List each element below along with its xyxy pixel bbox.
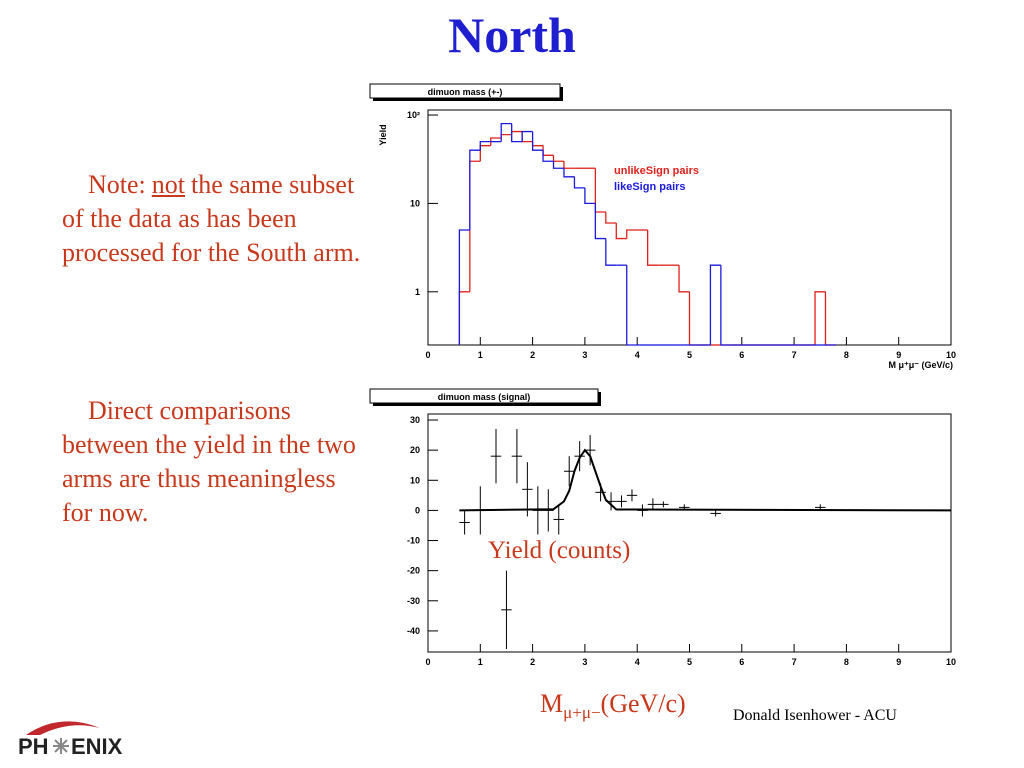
x-tick-label: 3 (582, 350, 587, 360)
x-tick-label: 5 (687, 350, 692, 360)
logo-left: PH (18, 734, 49, 759)
histogram-bin (490, 137, 502, 146)
histogram-bin (500, 122, 512, 142)
x-tick-label: 2 (530, 350, 535, 360)
y-axis-label: Yield (378, 124, 388, 145)
x-tick-label: 8 (844, 657, 849, 667)
histogram-bin (594, 168, 606, 213)
histogram-bin (605, 211, 617, 224)
x-caption-unit: (GeV/c) (601, 689, 686, 718)
x-tick-label: 1 (478, 657, 483, 667)
x-tick-label: 6 (739, 350, 744, 360)
y-tick-label: -20 (407, 566, 420, 576)
x-tick-label: 1 (478, 350, 483, 360)
histogram-bin (552, 161, 564, 169)
histogram-bin (824, 291, 836, 346)
x-tick-label: 8 (844, 350, 849, 360)
y-tick-label: 10 (410, 475, 420, 485)
legend-entry: likeSign pairs (614, 181, 686, 193)
x-caption-subscript: μ+μ− (563, 703, 600, 722)
x-caption-symbol: M (540, 689, 563, 718)
histogram-bin (469, 160, 481, 292)
histogram-bin (584, 187, 596, 205)
y-tick-label: 10 (410, 198, 420, 208)
y-tick-label: 1 (415, 287, 420, 297)
histogram-bin (542, 150, 554, 162)
x-tick-label: 6 (739, 657, 744, 667)
note: Note: not the same subset of the data as h… (62, 168, 377, 270)
x-tick-label: 4 (635, 657, 640, 667)
histogram-bin (469, 149, 481, 231)
histogram-bin (678, 265, 690, 293)
histogram-bin (552, 155, 564, 162)
y-tick-label: 10² (407, 110, 420, 120)
x-tick-label: 9 (896, 350, 901, 360)
histogram-bin (573, 176, 585, 189)
y-tick-label: -10 (407, 536, 420, 546)
histogram-bin (458, 291, 470, 345)
note-prefix: Note: (88, 170, 146, 199)
histogram-bin (615, 223, 627, 240)
histogram-bin (626, 229, 638, 239)
y-caption: Yield (counts) (488, 537, 630, 564)
histogram-bin (542, 145, 554, 156)
x-tick-label: 7 (792, 657, 797, 667)
x-tick-label: 4 (635, 350, 640, 360)
histogram-bin (458, 229, 470, 345)
histogram-bin (688, 291, 700, 346)
y-tick-label: -30 (407, 596, 420, 606)
slide-title: North (448, 7, 576, 63)
histogram-bin (500, 133, 512, 138)
logo-right: ENIX (71, 734, 123, 759)
chart-title: dimuon mass (signal) (438, 392, 531, 402)
note-rest: the same subset of the data as has been … (62, 170, 361, 267)
y-tick-label: 20 (410, 445, 420, 455)
x-tick-label: 2 (530, 657, 535, 667)
histogram-bin (531, 141, 544, 147)
histogram-bin (626, 265, 638, 346)
histogram-bin (511, 130, 523, 135)
histogram-bin (563, 168, 575, 178)
x-tick-label: 0 (425, 657, 430, 667)
note: Direct comparisons between the yield in … (62, 396, 356, 527)
y-tick-label: 0 (415, 505, 420, 515)
histogram-bin (594, 203, 606, 240)
logo-swoosh (26, 721, 100, 735)
title-box (369, 83, 561, 99)
histogram-bin (511, 123, 523, 143)
histogram-bin (605, 238, 617, 266)
fit-curve (459, 448, 952, 512)
x-tick-label: 10 (946, 657, 956, 667)
footer: Donald Isenhower - ACU (733, 707, 897, 724)
x-tick-label: 0 (425, 350, 430, 360)
histogram-bin (479, 145, 491, 162)
histogram-bin (709, 264, 721, 345)
chart-title: dimuon mass (+-) (428, 87, 503, 97)
y-tick-label: -40 (407, 626, 420, 636)
x-tick-label: 3 (582, 657, 587, 667)
logo-star (53, 738, 69, 754)
x-tick-label: 7 (792, 350, 797, 360)
histogram-bin (720, 265, 732, 346)
histogram-bin (479, 140, 491, 151)
histogram-bin (521, 131, 533, 143)
note-emphasis: not (151, 170, 185, 199)
histogram-bin (521, 130, 533, 142)
histogram-bin (647, 230, 659, 266)
histogram-bin (563, 161, 575, 169)
x-tick-label: 5 (687, 657, 692, 667)
legend-entry: unlikeSign pairs (614, 165, 699, 177)
x-axis-label: M μ⁺μ⁻ (GeV/c) (888, 360, 953, 370)
histogram-bin (814, 291, 826, 345)
histogram-bin (531, 131, 544, 151)
y-tick-label: 30 (410, 415, 420, 425)
x-tick-label: 10 (946, 350, 956, 360)
x-caption: Mμ+μ−(GeV/c) (540, 689, 686, 722)
x-tick-label: 9 (896, 657, 901, 667)
title-box (369, 388, 599, 404)
